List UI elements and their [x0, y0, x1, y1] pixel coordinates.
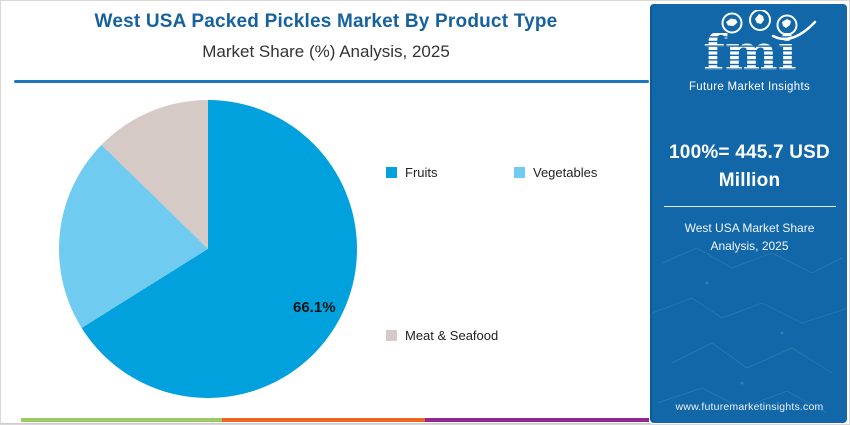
chart-title: West USA Packed Pickles Market By Produc… [94, 11, 558, 32]
accent-bar [21, 418, 649, 422]
title-divider [14, 80, 649, 83]
chart-subtitle: Market Share (%) Analysis, 2025 [202, 42, 450, 61]
analysis-caption: West USA Market Share Analysis, 2025 [684, 221, 815, 254]
logo-tagline: Future Market Insights [688, 81, 810, 93]
fruits-legend-swatch [386, 167, 397, 178]
legend-label: Vegetables [533, 165, 598, 180]
market-size-headline: 100%= 445.7 USD Million [669, 142, 830, 191]
accent-bar-orange [221, 418, 425, 422]
usa-map-icon [721, 12, 742, 34]
chart-panel: West USA Packed Pickles Market By Produc… [1, 1, 651, 424]
legend-label: Meat & Seafood [405, 328, 499, 343]
meat-seafood-legend-swatch [386, 330, 397, 341]
americas-globe-icon [776, 14, 797, 36]
pie-slice-label: 66.1% [293, 299, 336, 316]
logo-wordmark: fmi [703, 23, 796, 80]
legend-item-vegetables: Vegetables [514, 165, 597, 180]
europe-map-icon [748, 9, 771, 31]
legend-item-meat-seafood: Meat & Seafood [386, 328, 498, 343]
fmi-logo: fmi Future Market Insights [652, 9, 847, 93]
legend-item-fruits: Fruits [386, 165, 438, 180]
pie-chart [59, 100, 357, 398]
fmi-logo-graphic: fmi [703, 9, 816, 82]
legend-label: Fruits [405, 165, 438, 180]
sidebar-divider [663, 206, 836, 208]
brand-sidebar: fmi Future Market Insights 100%= 445.7 U… [650, 4, 847, 423]
accent-bar-green [21, 418, 222, 422]
logo-swoosh-icon [771, 20, 816, 41]
accent-bar-purple [424, 418, 649, 422]
vegetables-legend-swatch [514, 167, 525, 178]
website-url: www.futuremarketinsights.com [675, 401, 824, 413]
bottom-edge-shadow [1, 423, 651, 424]
